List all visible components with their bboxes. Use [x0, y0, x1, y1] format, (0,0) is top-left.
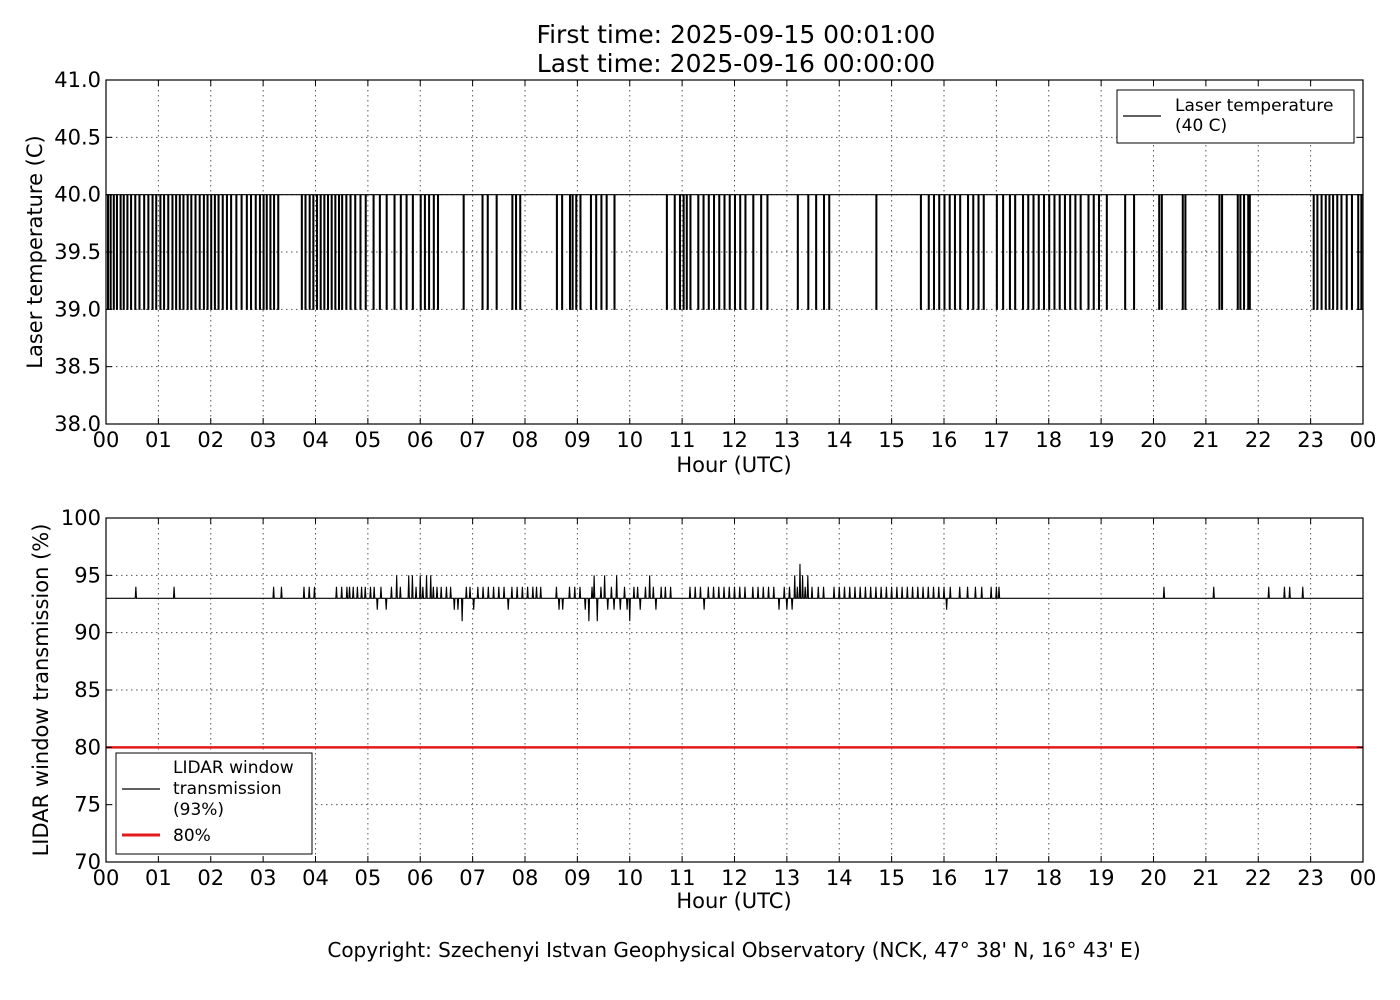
lidar-transmission-x-tick-label: 00	[93, 866, 120, 890]
laser-temperature-x-tick-label: 00	[93, 428, 120, 452]
laser-temperature-x-tick-label: 10	[616, 428, 643, 452]
laser-temperature-x-tick-label: 16	[931, 428, 958, 452]
laser-temperature-x-tick-label: 00	[1350, 428, 1377, 452]
lidar-transmission-x-tick-label: 14	[826, 866, 853, 890]
lidar-transmission-legend: LIDAR window transmission (93%) 80%	[115, 752, 313, 855]
laser-temperature-x-tick-label: 08	[512, 428, 539, 452]
lidar-transmission-x-tick-label: 00	[1350, 866, 1377, 890]
laser-temperature-legend: Laser temperature (40 C)	[1116, 89, 1355, 144]
lidar-transmission-series	[106, 563, 1363, 749]
laser-temperature-x-tick-label: 21	[1193, 428, 1220, 452]
lidar-transmission-x-tick-label: 22	[1245, 866, 1272, 890]
lidar-transmission-x-tick-label: 07	[459, 866, 486, 890]
title-line-1: First time: 2025-09-15 00:01:00	[537, 20, 936, 49]
laser-temperature-line	[106, 194, 1363, 310]
laser-temperature-x-tick-label: 19	[1088, 428, 1115, 452]
lidar-transmission-x-tick-label: 08	[512, 866, 539, 890]
title-line-2: Last time: 2025-09-16 00:00:00	[537, 49, 935, 78]
lidar-transmission-x-tick-label: 15	[878, 866, 905, 890]
lidar-transmission-x-tick-label: 13	[774, 866, 801, 890]
laser-temperature-x-tick-label: 20	[1140, 428, 1167, 452]
lidar-transmission-line	[106, 563, 1363, 622]
laser-temperature-x-tick-label: 02	[197, 428, 224, 452]
laser-temperature-x-tick-label: 03	[250, 428, 277, 452]
laser-temperature-chart: 00 01 02 03 04 05 06 07 08 09 10 11 12 13 14 15 16 17 18 19…	[23, 68, 1376, 477]
lidar-transmission-x-tick-label: 23	[1297, 866, 1324, 890]
laser-temperature-y-tick-label: 41.0	[54, 68, 101, 92]
laser-temperature-legend-box	[1116, 89, 1355, 144]
lidar-transmission-y-axis-label: LIDAR window transmission (%)	[29, 524, 53, 857]
lidar-transmission-x-tick-label: 06	[407, 866, 434, 890]
laser-temperature-x-tick-label: 14	[826, 428, 853, 452]
laser-temperature-x-tick-label: 04	[302, 428, 329, 452]
laser-temperature-x-tick-label: 22	[1245, 428, 1272, 452]
laser-temperature-x-tick-label: 17	[983, 428, 1010, 452]
lidar-transmission-x-axis-label: Hour (UTC)	[676, 889, 791, 913]
lidar-transmission-x-tick-label: 19	[1088, 866, 1115, 890]
lidar-transmission-legend-box	[115, 752, 313, 855]
lidar-transmission-x-tick-label: 01	[145, 866, 172, 890]
lidar-transmission-x-tick-label: 02	[197, 866, 224, 890]
laser-temperature-x-tick-label: 06	[407, 428, 434, 452]
lidar-transmission-chart: 00 01 02 03 04 05 06 07 08 09 10 11 12 13 14 15 16 17 18 19…	[29, 506, 1376, 913]
lidar-transmission-x-tick-label: 03	[250, 866, 277, 890]
lidar-transmission-x-tick-label: 18	[1035, 866, 1062, 890]
lidar-transmission-x-tick-label: 11	[669, 866, 696, 890]
lidar-transmission-y-tick-label: 90	[74, 621, 101, 645]
lidar-transmission-x-tick-label: 21	[1193, 866, 1220, 890]
lidar-transmission-x-tick-label: 12	[721, 866, 748, 890]
laser-temperature-x-tick-label: 18	[1035, 428, 1062, 452]
laser-temperature-x-tick-label: 12	[721, 428, 748, 452]
threshold-legend-label: 80%	[173, 826, 211, 846]
laser-temperature-x-tick-label: 05	[355, 428, 382, 452]
lidar-transmission-y-tick-label: 70	[74, 850, 101, 874]
lidar-transmission-x-tick-label: 17	[983, 866, 1010, 890]
laser-temperature-x-tick-label: 07	[459, 428, 486, 452]
laser-temperature-x-tick-label: 11	[669, 428, 696, 452]
lidar-transmission-legend-label: LIDAR window transmission (93%)	[173, 758, 294, 820]
laser-temperature-y-tick-label: 39.0	[54, 297, 101, 321]
copyright-notice: Copyright: Szechenyi Istvan Geophysical …	[327, 938, 1140, 962]
laser-temperature-y-tick-label: 39.5	[54, 240, 101, 264]
laser-temperature-x-axis-label: Hour (UTC)	[676, 453, 791, 477]
lidar-transmission-x-tick-label: 10	[616, 866, 643, 890]
lidar-transmission-x-tick-label: 09	[564, 866, 591, 890]
lidar-transmission-y-tick-label: 75	[74, 793, 101, 817]
lidar-transmission-x-tick-label: 05	[355, 866, 382, 890]
laser-temperature-y-tick-label: 40.5	[54, 125, 101, 149]
lidar-transmission-y-tick-label: 80	[74, 735, 101, 759]
laser-temperature-legend-label: Laser temperature (40 C)	[1175, 96, 1333, 136]
lidar-transmission-y-tick-label: 85	[74, 678, 101, 702]
lidar-transmission-y-tick-label: 100	[61, 506, 101, 530]
lidar-transmission-x-tick-label: 16	[931, 866, 958, 890]
laser-temperature-ticks: 00 01 02 03 04 05 06 07 08 09 10 11 12 13 14 15 16 17 18 19…	[54, 68, 1376, 452]
lidar-transmission-ticks: 00 01 02 03 04 05 06 07 08 09 10 11 12 13 14 15 16 17 18 19…	[61, 506, 1376, 890]
laser-temperature-y-axis-label: Laser temperature (C)	[23, 135, 47, 368]
laser-temperature-x-tick-label: 15	[878, 428, 905, 452]
lidar-transmission-x-tick-label: 04	[302, 866, 329, 890]
laser-temperature-series	[106, 194, 1363, 310]
lidar-transmission-x-tick-label: 20	[1140, 866, 1167, 890]
laser-temperature-y-tick-label: 40.0	[54, 183, 101, 207]
laser-temperature-y-tick-label: 38.0	[54, 412, 101, 436]
lidar-transmission-y-tick-label: 95	[74, 563, 101, 587]
laser-temperature-x-tick-label: 13	[774, 428, 801, 452]
laser-temperature-x-tick-label: 01	[145, 428, 172, 452]
laser-temperature-y-tick-label: 38.5	[54, 355, 101, 379]
laser-temperature-x-tick-label: 09	[564, 428, 591, 452]
laser-temperature-x-tick-label: 23	[1297, 428, 1324, 452]
